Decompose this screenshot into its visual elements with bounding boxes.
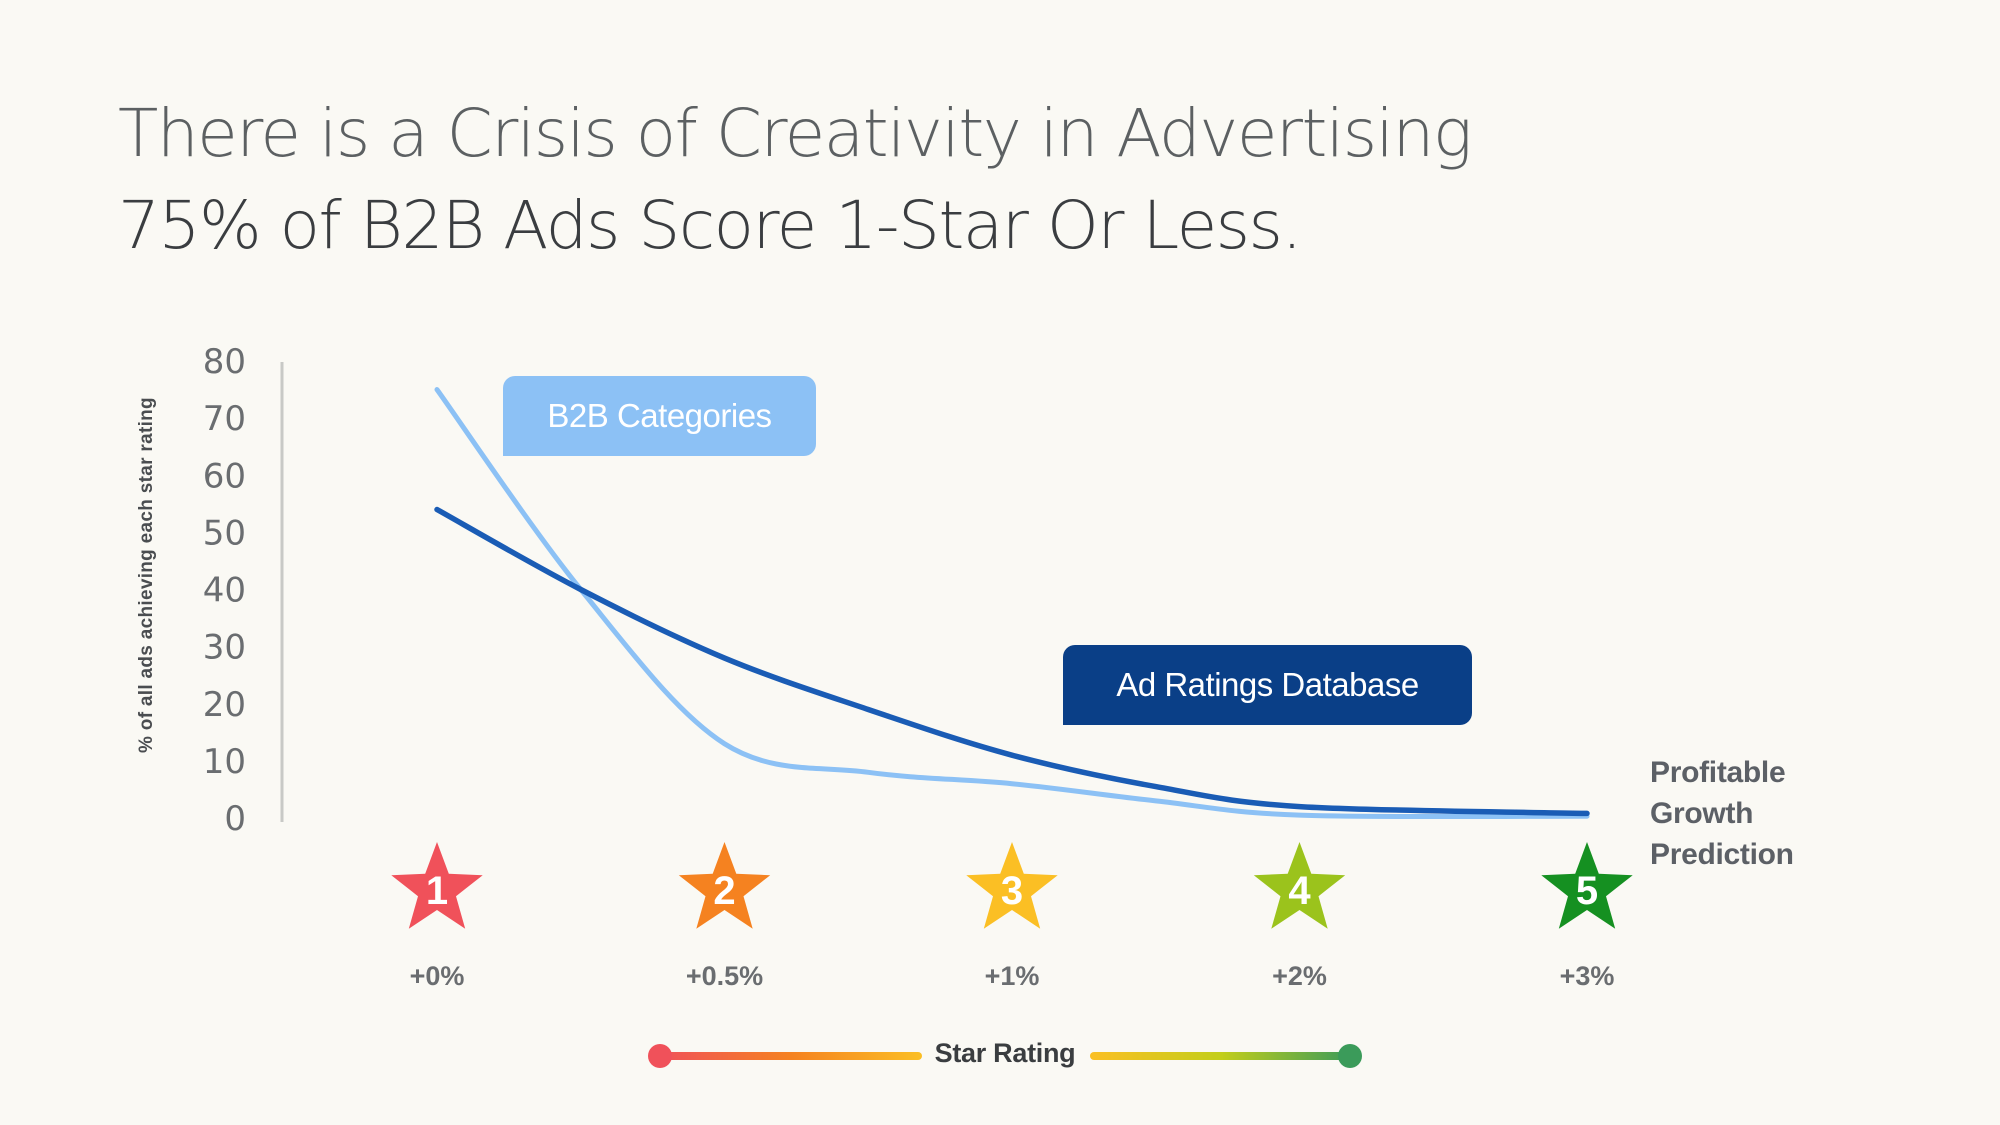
star-icon: [391, 842, 483, 929]
star-number: 5: [1576, 869, 1598, 913]
page-title: There is a Crisis of Creativity in Adver…: [118, 88, 1472, 272]
growth-label: +1%: [985, 961, 1040, 991]
growth-caption-line: Prediction: [1650, 838, 1794, 871]
star-rating-1: 1 +0%: [391, 842, 483, 991]
star-icon: [678, 842, 771, 929]
y-tick-label: 40: [203, 571, 246, 611]
growth-caption-line: Growth: [1650, 797, 1754, 830]
star-icon: [966, 842, 1058, 929]
star-number: 3: [1001, 869, 1023, 913]
title-line-2: 75% of B2B Ads Score 1-Star Or Less.: [118, 187, 1302, 264]
legend-dot-high: [1338, 1044, 1362, 1068]
title-line-1: There is a Crisis of Creativity in Adver…: [118, 95, 1472, 172]
y-tick-label: 10: [203, 742, 246, 782]
growth-label: +0%: [410, 961, 465, 991]
growth-caption-line: Profitable: [1650, 756, 1786, 789]
y-tick-label: 70: [203, 399, 246, 439]
y-tick-label: 80: [203, 342, 246, 382]
star-number: 2: [713, 869, 735, 913]
ad-ratings-database-callout: Ad Ratings Database: [1063, 645, 1472, 725]
star-rating-5: 5 +3%: [1541, 842, 1633, 991]
legend-gradient-right: [1090, 1052, 1352, 1060]
star-rating-3: 3 +1%: [966, 842, 1058, 991]
star-rating-2: 2 +0.5%: [678, 842, 771, 991]
y-tick-label: 50: [203, 513, 246, 553]
star-icon: [1253, 842, 1346, 929]
ad-ratings-database-line: [434, 506, 1590, 817]
star-rating-legend-label: Star Rating: [934, 1038, 1076, 1068]
y-tick-label: 20: [203, 685, 246, 725]
star-number: 1: [426, 869, 448, 913]
star-icon: [1541, 842, 1633, 929]
growth-label: +0.5%: [686, 961, 763, 991]
profitable-growth-prediction-label: Profitable Growth Prediction: [1650, 752, 1794, 875]
legend-gradient-left: [660, 1052, 922, 1060]
legend-dot-low: [648, 1044, 672, 1068]
growth-label: +3%: [1560, 961, 1615, 991]
star-number: 4: [1288, 869, 1311, 913]
growth-label: +2%: [1272, 961, 1327, 991]
y-tick-label: 0: [224, 799, 246, 839]
b2b-categories-callout: B2B Categories: [503, 376, 816, 456]
y-tick-label: 60: [203, 456, 246, 496]
star-rating-4: 4 +2%: [1253, 842, 1346, 991]
y-tick-label: 30: [203, 628, 246, 668]
